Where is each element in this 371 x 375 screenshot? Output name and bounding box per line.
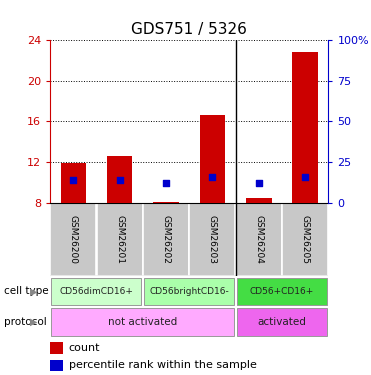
Point (117, 177, 123, 183)
Bar (189, 203, 236, 276)
Bar (143, 203, 189, 276)
Bar (200, 115, 225, 203)
Bar (237, 278, 327, 305)
Text: CD56+CD16+: CD56+CD16+ (250, 287, 314, 296)
Text: count: count (69, 343, 100, 353)
Text: ▶: ▶ (30, 286, 37, 296)
Bar (144, 278, 234, 305)
Bar (52, 278, 141, 305)
Point (163, 180, 169, 186)
Bar (236, 203, 282, 276)
Bar (50, 203, 96, 276)
Bar (50, 342, 63, 354)
Text: percentile rank within the sample: percentile rank within the sample (69, 360, 256, 370)
Bar (292, 52, 318, 203)
Bar (107, 156, 132, 203)
Bar (96, 203, 143, 276)
Bar (282, 203, 328, 276)
Bar (60, 163, 86, 203)
Title: GDS751 / 5326: GDS751 / 5326 (131, 22, 247, 37)
Bar (153, 202, 179, 203)
Point (256, 180, 262, 186)
Text: CD56dimCD16+: CD56dimCD16+ (59, 287, 134, 296)
Bar (52, 308, 234, 336)
Text: protocol: protocol (4, 317, 46, 327)
Point (302, 174, 308, 180)
Bar (50, 360, 63, 371)
Text: GSM26203: GSM26203 (208, 215, 217, 264)
Text: GSM26205: GSM26205 (301, 215, 310, 264)
Text: GSM26201: GSM26201 (115, 215, 124, 264)
Text: not activated: not activated (108, 317, 177, 327)
Bar (237, 308, 327, 336)
Point (209, 174, 215, 180)
Text: ▶: ▶ (30, 317, 37, 327)
Text: GSM26202: GSM26202 (161, 215, 171, 264)
Bar (246, 198, 272, 203)
Text: GSM26204: GSM26204 (254, 215, 263, 264)
Text: cell type: cell type (4, 286, 48, 296)
Text: CD56brightCD16-: CD56brightCD16- (150, 287, 229, 296)
Text: activated: activated (257, 317, 306, 327)
Point (70, 177, 76, 183)
Text: GSM26200: GSM26200 (69, 215, 78, 264)
